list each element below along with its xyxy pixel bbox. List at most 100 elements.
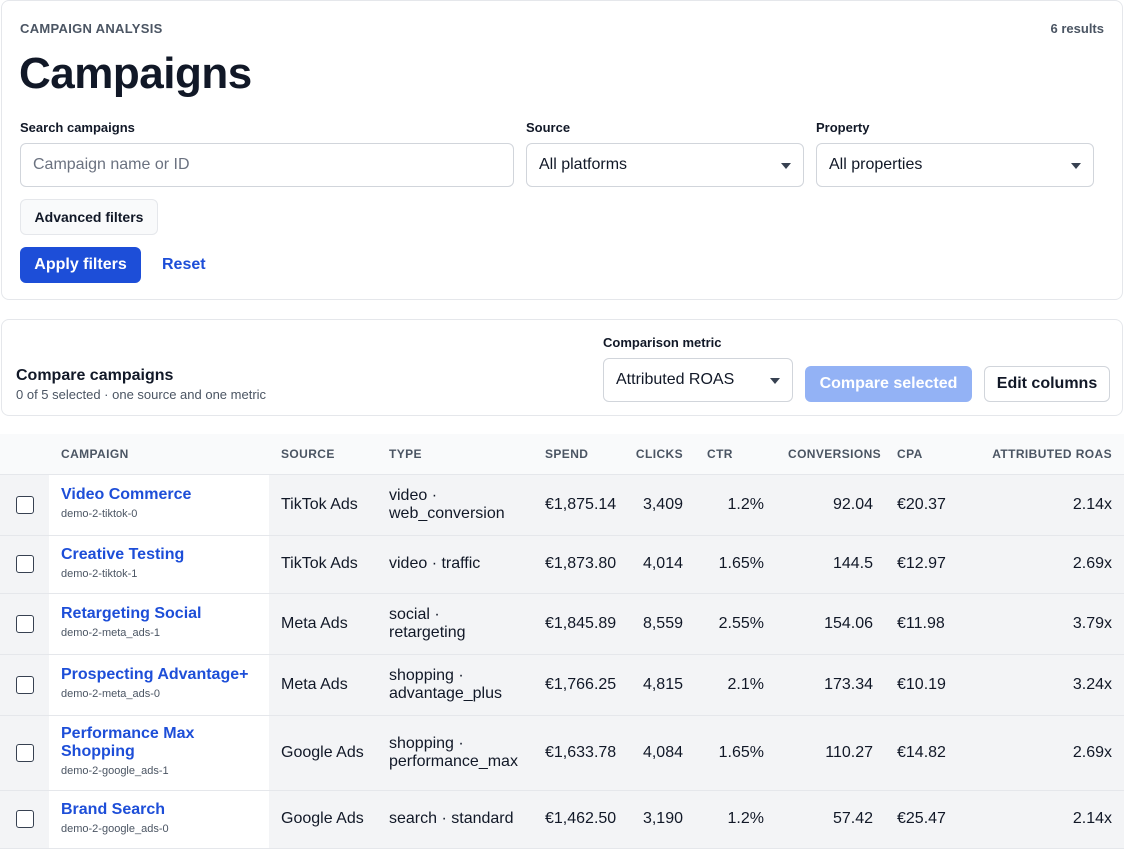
campaign-id: demo-2-meta_ads-1 [61, 627, 161, 639]
source-cell: Google Ads [269, 715, 377, 791]
conversions-cell: 173.34 [776, 654, 885, 716]
table-row[interactable]: Performance Max Shopping demo-2-google_a… [0, 715, 1124, 791]
cpa-cell: €12.97 [885, 535, 962, 594]
campaign-link[interactable]: Retargeting Social [61, 605, 202, 622]
campaign-cell: Prospecting Advantage+ demo-2-meta_ads-0 [49, 654, 269, 716]
campaign-id: demo-2-google_ads-1 [61, 765, 169, 777]
column-header[interactable]: CAMPAIGN [49, 434, 269, 475]
clicks-cell: 4,815 [623, 654, 695, 716]
ctr-cell: 1.65% [695, 715, 776, 791]
source-cell: Meta Ads [269, 593, 377, 655]
apply-filters-button[interactable]: Apply filters [20, 247, 141, 283]
column-header[interactable]: CTR [695, 434, 776, 475]
ctr-cell: 1.65% [695, 535, 776, 594]
type-line: shopping · [389, 666, 464, 684]
source-select[interactable]: All platforms [526, 143, 804, 187]
compare-title: Compare campaigns [16, 367, 174, 384]
page-eyebrow: CAMPAIGN ANALYSIS [20, 21, 163, 36]
property-select-value: All properties [829, 156, 923, 173]
campaign-link[interactable]: Brand Search [61, 800, 166, 818]
campaign-id: demo-2-tiktok-1 [61, 567, 138, 580]
row-checkbox[interactable] [16, 810, 34, 828]
conversions-cell: 92.04 [776, 474, 885, 536]
chevron-down-icon [1071, 163, 1081, 169]
campaign-id: demo-2-meta_ads-0 [61, 688, 161, 700]
table-header-row: CAMPAIGN SOURCE TYPE SPEND CLICKS CTR CO… [0, 434, 1124, 475]
edit-columns-button[interactable]: Edit columns [984, 366, 1110, 402]
compare-selected-button[interactable]: Compare selected [805, 366, 972, 402]
search-input[interactable]: Campaign name or ID [20, 143, 514, 187]
table-row[interactable]: Retargeting Social demo-2-meta_ads-1 Met… [0, 593, 1124, 655]
clicks-cell: 3,409 [623, 474, 695, 536]
conversions-cell: 57.42 [776, 790, 885, 849]
comparison-metric-value: Attributed ROAS [616, 371, 735, 388]
source-cell: Meta Ads [269, 654, 377, 716]
type-cell: social · retargeting [377, 593, 533, 655]
type-cell: search · standard [377, 790, 533, 849]
column-header[interactable]: CLICKS [623, 434, 695, 475]
column-header[interactable]: CONVERSIONS [776, 434, 885, 475]
source-cell: TikTok Ads [269, 535, 377, 594]
campaign-link[interactable]: Prospecting Advantage+ [61, 666, 249, 683]
roas-cell: 2.14x [962, 790, 1124, 849]
campaign-link[interactable]: Creative Testing [61, 545, 185, 563]
campaign-cell: Retargeting Social demo-2-meta_ads-1 [49, 593, 269, 655]
row-checkbox[interactable] [16, 675, 34, 694]
type-line: search · standard [389, 810, 514, 827]
type-cell: shopping · performance_max [377, 715, 533, 791]
row-checkbox[interactable] [16, 495, 34, 514]
clicks-cell: 3,190 [623, 790, 695, 849]
cpa-cell: €14.82 [885, 715, 962, 791]
spend-cell: €1,875.14 [533, 474, 623, 536]
property-label: Property [816, 120, 870, 135]
table-row[interactable]: Video Commerce demo-2-tiktok-0 TikTok Ad… [0, 474, 1124, 536]
ctr-cell: 1.2% [695, 790, 776, 849]
cpa-cell: €20.37 [885, 474, 962, 536]
type-line: video · traffic [389, 555, 481, 572]
campaign-cell: Performance Max Shopping demo-2-google_a… [49, 715, 269, 791]
cpa-cell: €11.98 [885, 593, 962, 655]
row-checkbox[interactable] [16, 555, 34, 573]
row-checkbox[interactable] [16, 743, 34, 762]
column-header[interactable]: SPEND [533, 434, 623, 475]
type-line: social · [389, 605, 440, 623]
column-header[interactable]: SOURCE [269, 434, 377, 475]
row-select-cell [0, 715, 49, 791]
row-select-cell [0, 535, 49, 594]
roas-cell: 3.24x [962, 654, 1124, 716]
roas-cell: 2.14x [962, 474, 1124, 536]
campaign-link[interactable]: Video Commerce [61, 486, 192, 503]
campaign-link[interactable]: Performance Max Shopping [61, 725, 195, 760]
campaign-id: demo-2-google_ads-0 [61, 822, 169, 835]
comparison-metric-select[interactable]: Attributed ROAS [603, 358, 793, 402]
table-row[interactable]: Brand Search demo-2-google_ads-0 Google … [0, 790, 1124, 849]
spend-cell: €1,633.78 [533, 715, 623, 791]
row-checkbox[interactable] [16, 614, 34, 633]
page-title: Campaigns [19, 49, 252, 98]
campaign-cell: Video Commerce demo-2-tiktok-0 [49, 474, 269, 536]
type-cell: video · traffic [377, 535, 533, 594]
campaign-cell: Creative Testing demo-2-tiktok-1 [49, 535, 269, 594]
source-label: Source [526, 120, 571, 135]
clicks-cell: 4,084 [623, 715, 695, 791]
row-select-cell [0, 654, 49, 716]
reset-link[interactable]: Reset [162, 256, 206, 273]
type-line: performance_max [389, 752, 518, 770]
chevron-down-icon [781, 163, 791, 169]
table-row[interactable]: Creative Testing demo-2-tiktok-1 TikTok … [0, 535, 1124, 594]
filters-panel: CAMPAIGN ANALYSIS 6 results Campaigns Se… [1, 0, 1123, 300]
column-header[interactable]: ATTRIBUTED ROAS [962, 434, 1124, 475]
column-header[interactable]: CPA [885, 434, 962, 475]
type-line: web_conversion [389, 504, 505, 522]
spend-cell: €1,873.80 [533, 535, 623, 594]
conversions-cell: 110.27 [776, 715, 885, 791]
advanced-filters-button[interactable]: Advanced filters [20, 199, 158, 235]
campaign-id: demo-2-tiktok-0 [61, 508, 138, 520]
row-select-cell [0, 790, 49, 849]
compare-panel: Compare campaigns 0 of 5 selected · one … [1, 319, 1123, 416]
table-row[interactable]: Prospecting Advantage+ demo-2-meta_ads-0… [0, 654, 1124, 716]
column-header[interactable]: TYPE [377, 434, 533, 475]
conversions-cell: 144.5 [776, 535, 885, 594]
row-select-cell [0, 593, 49, 655]
property-select[interactable]: All properties [816, 143, 1094, 187]
